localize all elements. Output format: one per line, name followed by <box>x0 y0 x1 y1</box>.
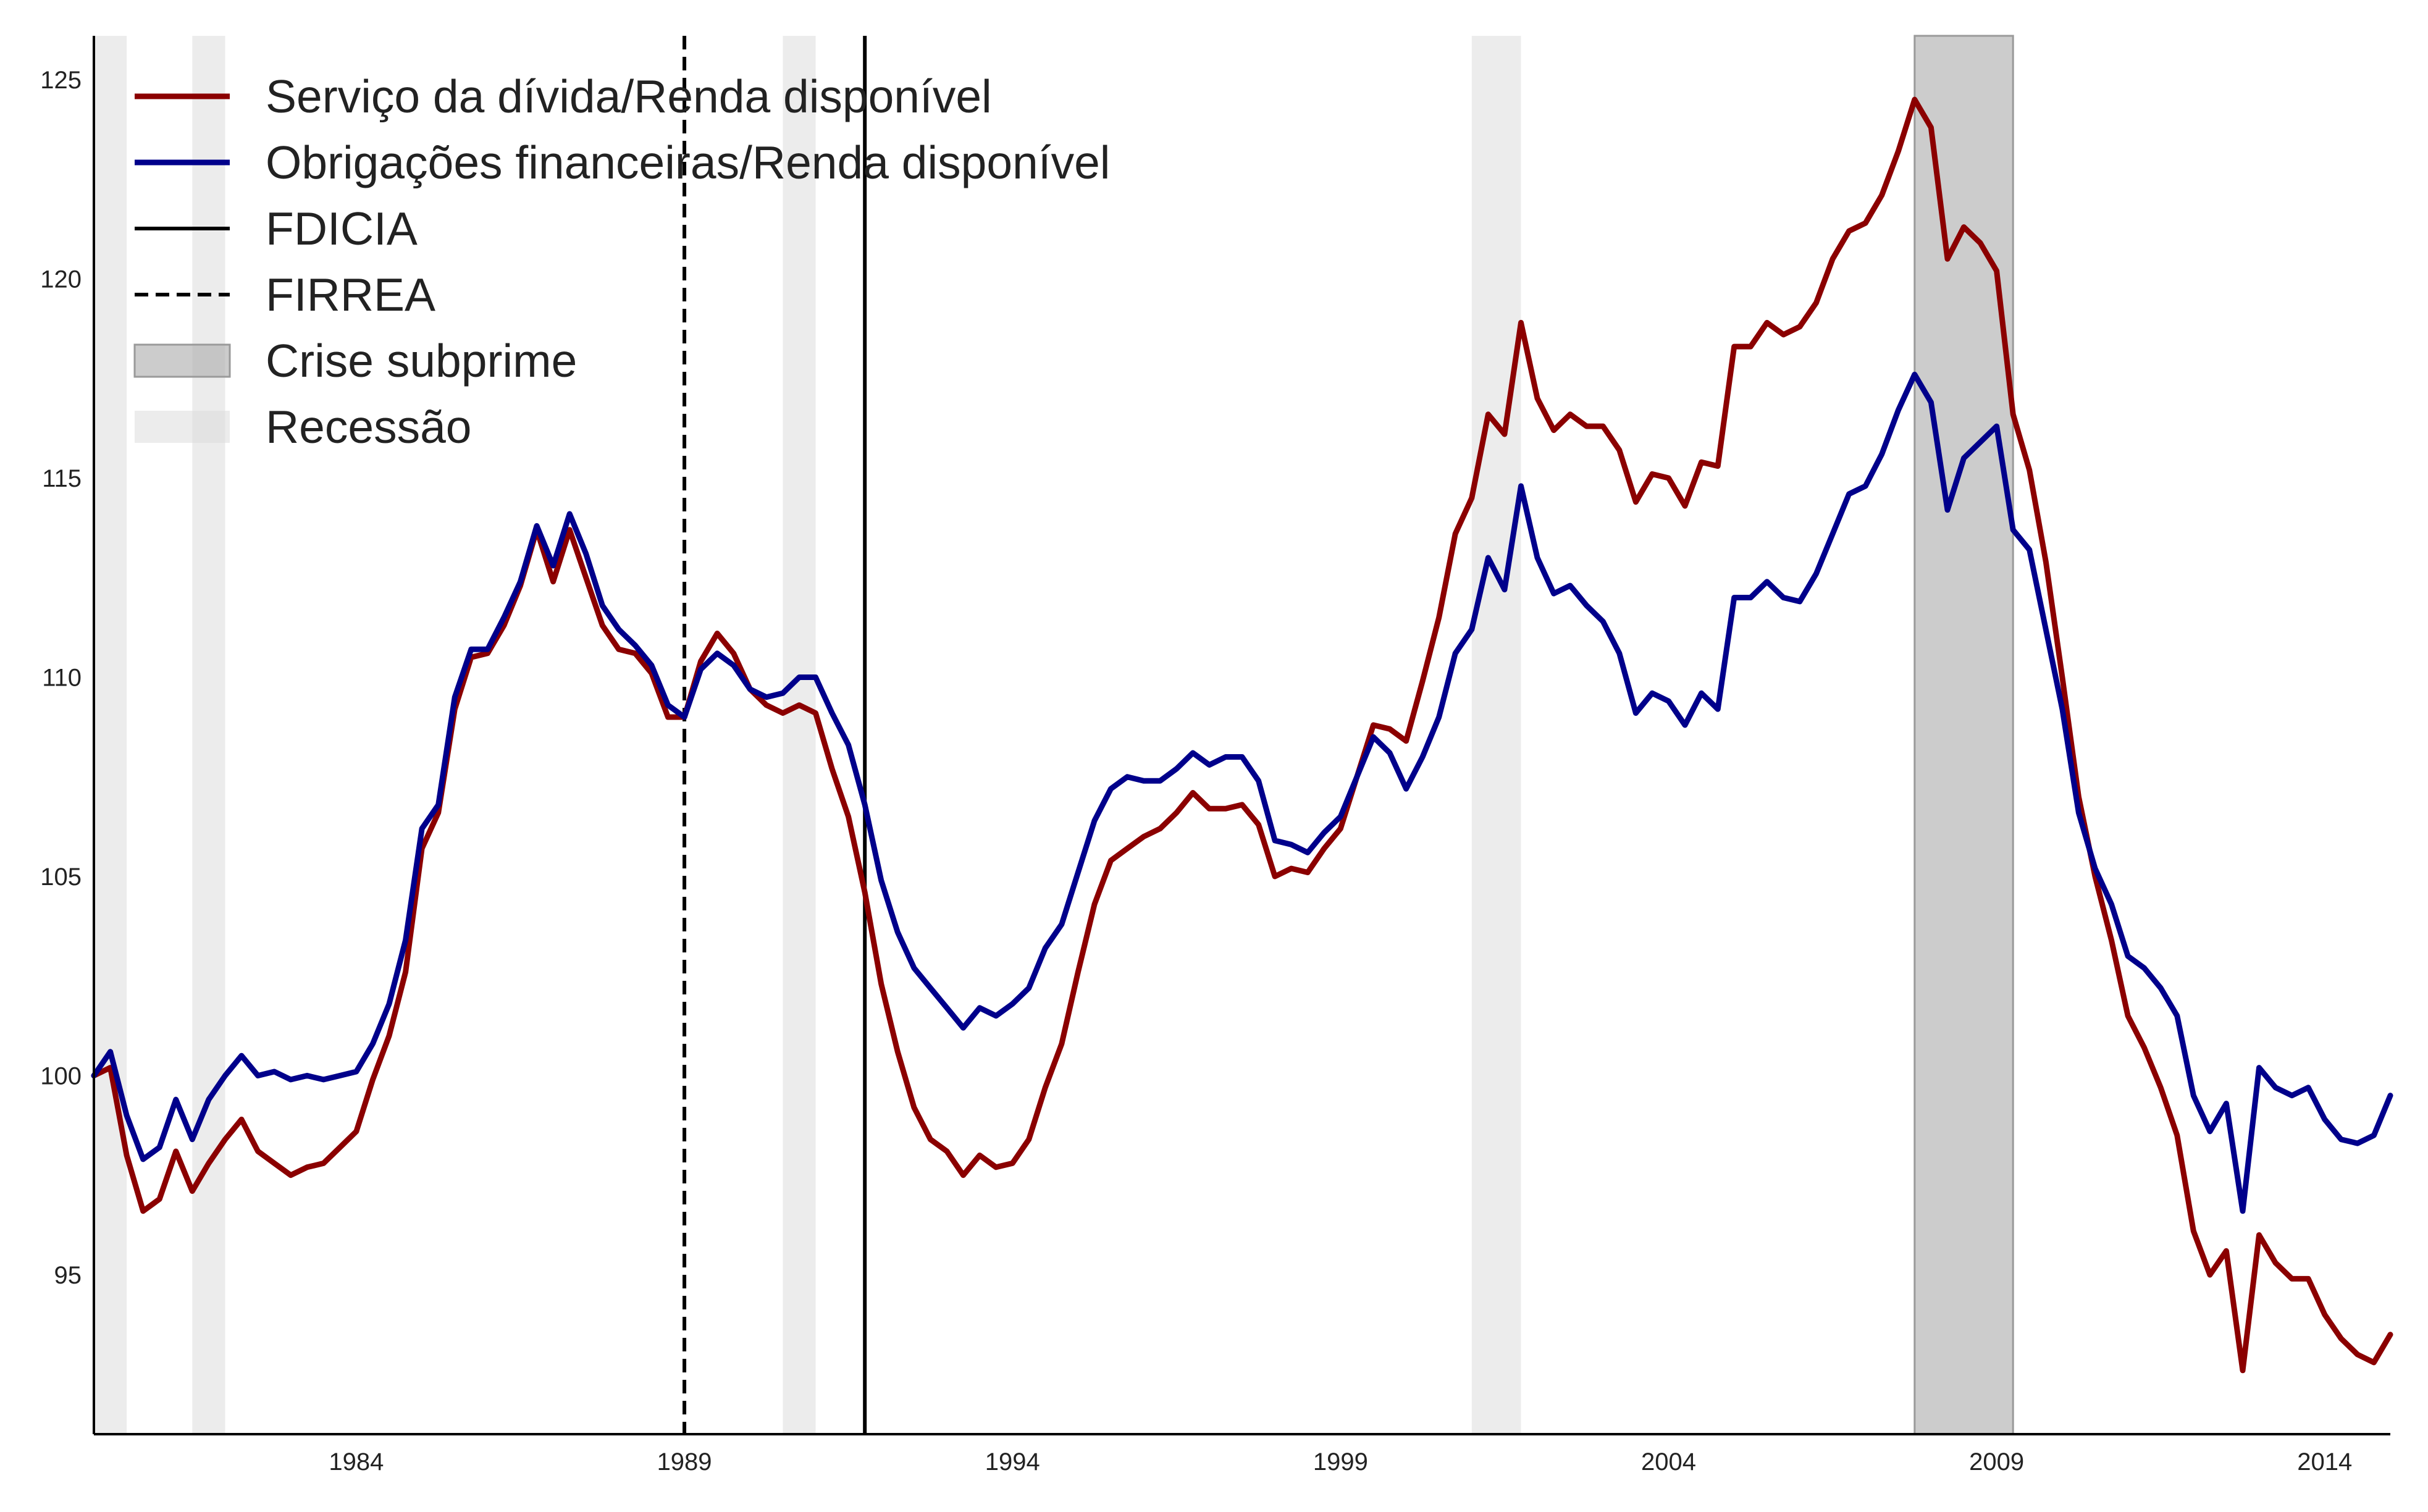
y-tick-label: 120 <box>40 266 82 293</box>
legend-label: FIRREA <box>266 269 435 321</box>
y-tick-label: 100 <box>40 1062 82 1090</box>
legend-label: Recessão <box>266 401 472 453</box>
legend-patch-swatch <box>133 343 231 378</box>
legend-fdicia: FDICIA <box>135 203 418 254</box>
x-tick-label: 1999 <box>1313 1448 1368 1476</box>
x-tick-label: 1994 <box>985 1448 1040 1476</box>
legend-financial-obligations: Obrigações financeiras/Renda disponível <box>135 136 1110 188</box>
legend-label: Crise subprime <box>266 335 577 387</box>
x-tick-label: 1989 <box>657 1448 712 1476</box>
x-tick-label: 1984 <box>329 1448 384 1476</box>
recession-band-3 <box>1471 36 1521 1434</box>
recession-band-2 <box>783 36 816 1434</box>
legend-patch-swatch <box>135 411 230 443</box>
y-tick-label: 125 <box>40 67 82 94</box>
financial-obligations-series-line <box>91 371 2393 1214</box>
x-tick-label: 2004 <box>1641 1448 1696 1476</box>
y-tick-label: 115 <box>42 465 82 492</box>
legend-debt-service: Serviço da dívida/Renda disponível <box>135 70 992 122</box>
recession-band-1 <box>192 36 225 1434</box>
debt-service-series-line <box>91 96 2393 1374</box>
x-tick-label: 2009 <box>1969 1448 2024 1476</box>
legend-subprime-crisis: Crise subprime <box>133 335 577 387</box>
axes: 1984 1989 1994 1999 2004 2009 2014 95 100 105 110 1… <box>40 36 2390 1476</box>
legend-recession: Recessão <box>135 401 472 453</box>
legend-label: FDICIA <box>266 203 418 254</box>
legend-firrea: FIRREA <box>135 269 435 321</box>
subprime-crisis-band <box>1913 35 2014 1435</box>
legend-label: Obrigações financeiras/Renda disponível <box>266 136 1110 188</box>
recession-band-0 <box>94 36 127 1434</box>
y-tick-label: 95 <box>54 1262 82 1289</box>
y-tick-label: 105 <box>40 863 82 891</box>
x-tick-label: 2014 <box>2297 1448 2352 1476</box>
legend-label: Serviço da dívida/Renda disponível <box>266 70 992 122</box>
shaded-regions <box>94 35 2014 1435</box>
legend: Serviço da dívida/Renda disponível Obriga… <box>133 70 1110 453</box>
series-lines <box>91 96 2393 1374</box>
reference-lines <box>683 36 867 1434</box>
y-tick-label: 110 <box>42 664 82 691</box>
